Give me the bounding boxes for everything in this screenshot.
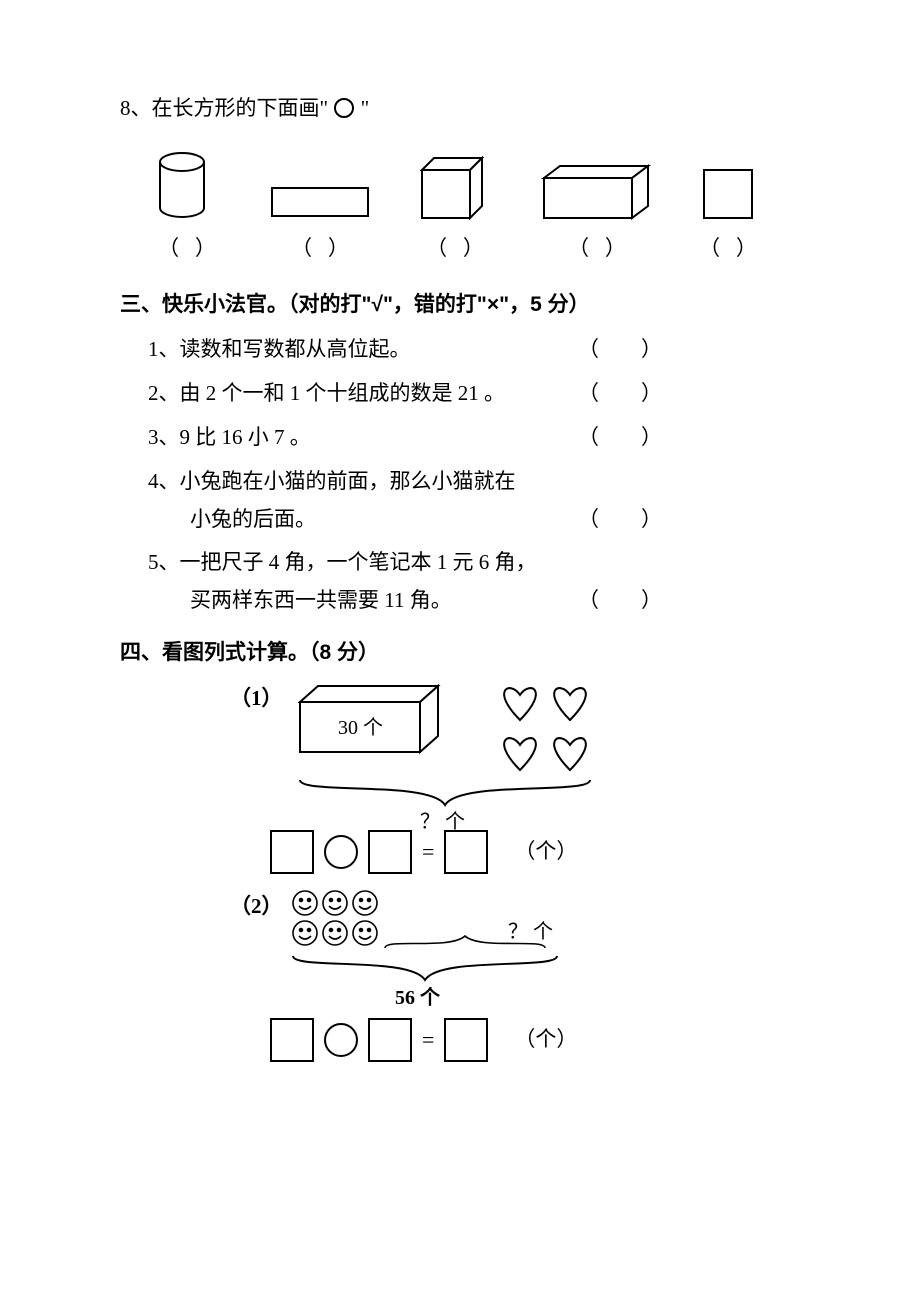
s4-p1-figure: 30 个 ？ 个 bbox=[290, 680, 630, 830]
q8-shapes-row bbox=[148, 146, 820, 224]
tf-answer-slot[interactable]: （ ） bbox=[578, 501, 662, 539]
s4-p2-total: 56 个 bbox=[395, 986, 441, 1009]
equation-box[interactable] bbox=[368, 830, 412, 874]
s4-p1-question: ？ 个 bbox=[420, 810, 465, 830]
tf-answer-slot[interactable]: （ ） bbox=[578, 331, 662, 369]
equation-box[interactable] bbox=[444, 830, 488, 874]
rectangle-flat-icon bbox=[268, 180, 372, 224]
tf-answer-slot[interactable]: （ ） bbox=[578, 419, 662, 457]
q8-answer-slot[interactable]: （ ） bbox=[414, 230, 496, 268]
equation-unit: （个） bbox=[514, 833, 577, 871]
tf-item: 1、读数和写数都从高位起。 （ ） bbox=[148, 331, 820, 369]
equation-op[interactable] bbox=[324, 1023, 358, 1057]
tf-item-cont: 小兔的后面。 （ ） bbox=[148, 501, 820, 539]
cuboid-icon bbox=[538, 162, 656, 224]
s4-p1-equation: = （个） bbox=[270, 830, 820, 874]
circle-icon bbox=[333, 97, 355, 119]
tf-answer-slot[interactable]: （ ） bbox=[578, 375, 662, 413]
q8-text-b: " bbox=[361, 96, 370, 120]
equation-unit: （个） bbox=[514, 1021, 577, 1059]
square-icon bbox=[698, 164, 758, 224]
tf-item: 2、由 2 个一和 1 个十组成的数是 21 。 （ ） bbox=[148, 375, 820, 413]
tf-text: 买两样东西一共需要 11 角。 bbox=[148, 582, 578, 620]
tf-text: 1、读数和写数都从高位起。 bbox=[148, 331, 578, 369]
s4-p1-box-text: 30 个 bbox=[338, 716, 383, 739]
tf-item: 4、小兔跑在小猫的前面，那么小猫就在 bbox=[148, 463, 820, 501]
tf-text: 2、由 2 个一和 1 个十组成的数是 21 。 bbox=[148, 375, 578, 413]
tf-item: 5、一把尺子 4 角，一个笔记本 1 元 6 角， bbox=[148, 544, 820, 582]
equals-sign: = bbox=[422, 1020, 434, 1060]
q8-answer-slot[interactable]: （ ） bbox=[268, 230, 372, 268]
s4-p1: （1） 30 个 ？ 个 = （个） bbox=[120, 680, 820, 874]
tf-item: 3、9 比 16 小 7 。 （ ） bbox=[148, 419, 820, 457]
equation-box[interactable] bbox=[444, 1018, 488, 1062]
tf-answer-slot[interactable]: （ ） bbox=[578, 582, 662, 620]
equation-box[interactable] bbox=[368, 1018, 412, 1062]
section3-title: 三、快乐小法官。（对的打"√"，错的打"×"，5 分） bbox=[120, 286, 820, 324]
q8-text-a: 8、在长方形的下面画" bbox=[120, 96, 328, 120]
q8-answer-slot[interactable]: （ ） bbox=[698, 230, 758, 268]
cube-icon bbox=[414, 152, 496, 224]
equation-box[interactable] bbox=[270, 830, 314, 874]
tf-item-cont: 买两样东西一共需要 11 角。 （ ） bbox=[148, 582, 820, 620]
tf-text: 小兔的后面。 bbox=[148, 501, 578, 539]
q8-answer-row: （ ） （ ） （ ） （ ） （ ） bbox=[148, 230, 820, 268]
tf-text: 4、小兔跑在小猫的前面，那么小猫就在 bbox=[148, 463, 578, 501]
s4-p2-equation: = （个） bbox=[270, 1018, 820, 1062]
tf-text: 5、一把尺子 4 角，一个笔记本 1 元 6 角， bbox=[148, 544, 578, 582]
s4-p2: （2） bbox=[120, 888, 820, 1062]
equation-box[interactable] bbox=[270, 1018, 314, 1062]
s4-p1-label: （1） bbox=[230, 680, 290, 718]
equals-sign: = bbox=[422, 832, 434, 872]
s4-p2-question: ？ 个 bbox=[508, 920, 553, 943]
equation-op[interactable] bbox=[324, 835, 358, 869]
section4-title: 四、看图列式计算。（8 分） bbox=[120, 634, 820, 672]
q8-answer-slot[interactable]: （ ） bbox=[538, 230, 656, 268]
s4-p2-figure: ？ 个 56 个 bbox=[290, 888, 630, 1018]
s4-p2-label: （2） bbox=[230, 888, 290, 926]
tf-text: 3、9 比 16 小 7 。 bbox=[148, 419, 578, 457]
q8-answer-slot[interactable]: （ ） bbox=[148, 230, 226, 268]
q8-prompt: 8、在长方形的下面画" " bbox=[120, 90, 820, 128]
cylinder-icon bbox=[148, 146, 226, 224]
